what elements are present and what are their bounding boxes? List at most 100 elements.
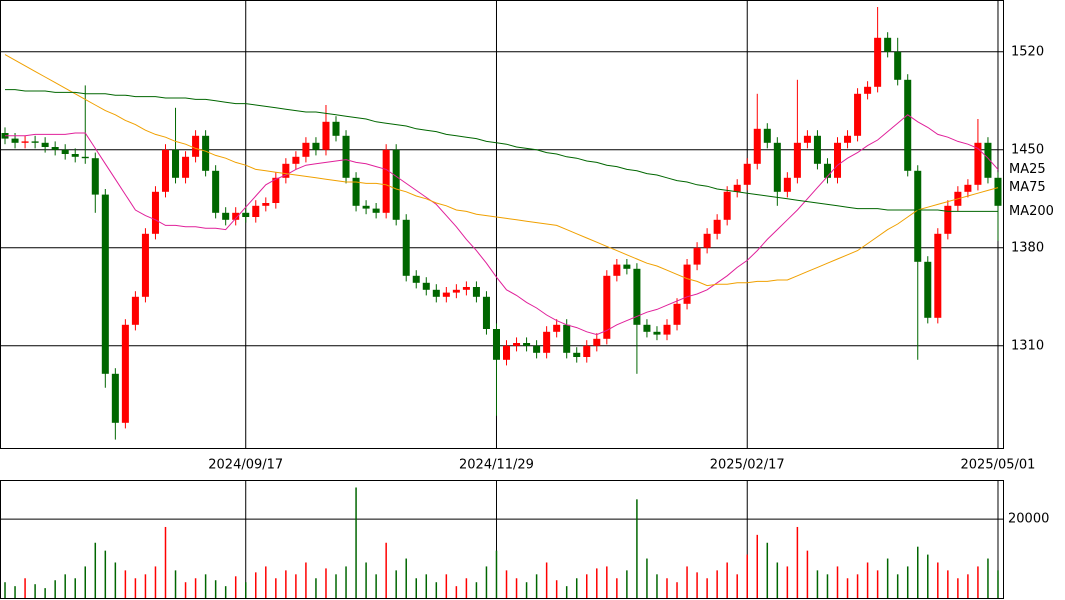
- candle-body: [382, 149, 390, 213]
- candle-body: [944, 205, 952, 234]
- candle-body: [332, 121, 340, 136]
- candle-body: [111, 373, 119, 423]
- candle-body: [161, 149, 170, 192]
- candle-body: [352, 177, 360, 206]
- candle-body: [51, 147, 59, 150]
- candle-body: [833, 142, 842, 178]
- candle-body: [773, 142, 781, 192]
- candle-body: [422, 282, 430, 290]
- candle-body: [884, 37, 892, 52]
- candle-body: [11, 138, 19, 143]
- candle-body: [613, 264, 621, 276]
- candle-body: [21, 141, 29, 143]
- candle-body: [553, 324, 561, 332]
- candle-body: [813, 135, 821, 164]
- candle-body: [222, 212, 230, 220]
- candle-body: [232, 212, 240, 220]
- candle-body: [392, 149, 400, 220]
- candle-body: [202, 135, 210, 171]
- candle-body: [793, 142, 801, 178]
- volume-panel: [0, 480, 1004, 599]
- candle-body: [402, 219, 410, 276]
- candle-body: [563, 324, 571, 353]
- candle-body: [603, 275, 611, 339]
- candle-body: [192, 135, 200, 157]
- candle-body: [212, 170, 220, 213]
- candle-body: [462, 287, 470, 290]
- candle-body: [472, 287, 480, 297]
- legend-label: MA200: [1009, 204, 1054, 219]
- candle-body: [141, 233, 149, 297]
- y-tick-label: 1380: [1011, 240, 1044, 255]
- candle-body: [823, 163, 831, 178]
- candle-body: [723, 191, 731, 220]
- candle-body: [844, 135, 852, 143]
- candle-body: [753, 128, 761, 164]
- y-tick-label: 1450: [1011, 142, 1044, 157]
- candle-body: [803, 135, 811, 143]
- candle-body: [302, 142, 310, 157]
- x-tick-label: 2024/11/29: [459, 458, 534, 473]
- candle-body: [101, 194, 109, 374]
- candle-body: [763, 128, 771, 143]
- candle-body: [934, 233, 942, 318]
- candle-body: [673, 303, 681, 325]
- candle-body: [783, 177, 791, 192]
- candle-body: [523, 343, 531, 346]
- candle-body: [904, 79, 912, 171]
- candle-body: [372, 208, 380, 213]
- candle-body: [743, 163, 751, 185]
- candle-body: [131, 296, 139, 325]
- candle-body: [533, 345, 541, 353]
- candle-body: [292, 156, 300, 164]
- candle-body: [663, 324, 671, 335]
- candle-body: [543, 331, 551, 353]
- candle-body: [71, 154, 79, 157]
- candle-body: [693, 247, 701, 265]
- candle-body: [252, 205, 260, 217]
- candle-body: [342, 135, 350, 178]
- candle-body: [653, 331, 661, 335]
- ma-line: [5, 114, 999, 336]
- candle-body: [151, 191, 159, 234]
- y-tick-label: 20000: [1008, 512, 1049, 527]
- candle-body: [503, 345, 511, 360]
- candle-body: [924, 261, 932, 318]
- candle-body: [874, 37, 882, 87]
- candle-body: [703, 233, 711, 248]
- candle-body: [61, 149, 69, 154]
- candle-body: [91, 158, 99, 195]
- candle-body: [894, 51, 902, 80]
- candle-body: [482, 296, 490, 329]
- candle-body: [643, 324, 651, 332]
- candle-body: [683, 264, 691, 304]
- candle-body: [182, 156, 190, 178]
- candle-body: [452, 289, 460, 293]
- ma-line: [5, 89, 998, 212]
- candle-body: [322, 121, 330, 150]
- candle-body: [583, 345, 591, 357]
- candle-body: [633, 268, 641, 325]
- candle-body: [573, 352, 581, 357]
- candle-body: [914, 170, 922, 262]
- candle-body: [312, 142, 320, 150]
- candle-body: [242, 212, 250, 217]
- candle-body: [492, 329, 500, 360]
- candle-body: [984, 142, 992, 178]
- legend-label: MA75: [1009, 180, 1046, 195]
- price-panel: [0, 0, 1004, 449]
- candle-body: [362, 205, 370, 209]
- candle-body: [713, 219, 721, 234]
- y-tick-label: 1310: [1011, 338, 1044, 353]
- candle-body: [282, 163, 290, 178]
- y-tick-label: 1520: [1011, 44, 1044, 59]
- x-tick-label: 2025/02/17: [710, 458, 785, 473]
- candle-body: [41, 142, 49, 147]
- ma-line: [4, 54, 999, 287]
- candle-body: [733, 184, 741, 192]
- candle-body: [121, 324, 129, 423]
- candle-body: [432, 289, 440, 297]
- candle-body: [593, 338, 601, 346]
